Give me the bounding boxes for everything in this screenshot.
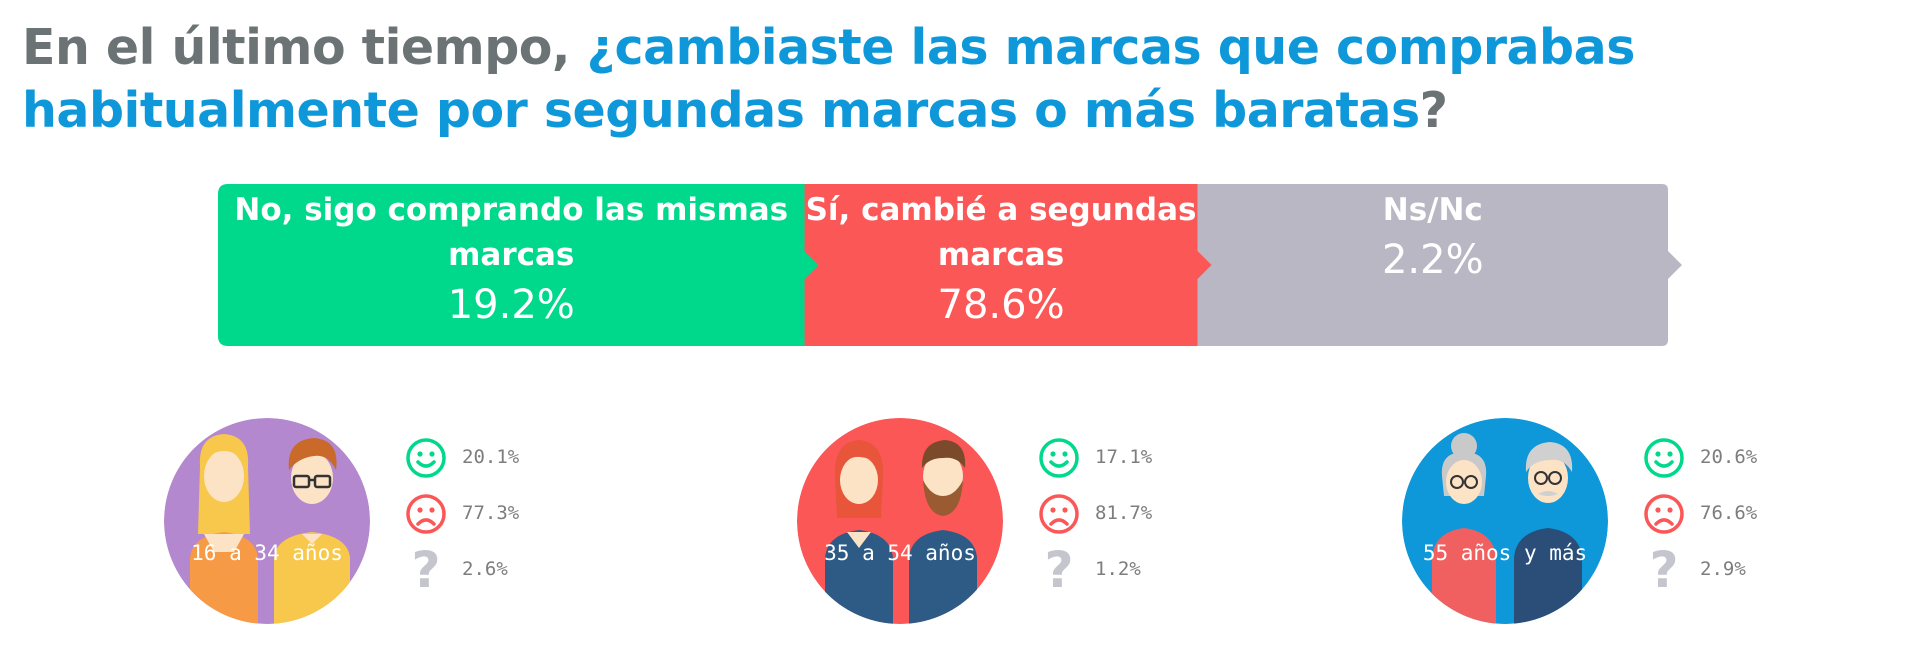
age-group-senior: 55 años y más 20.6% 76.6% ? 2.9% — [1402, 418, 1802, 628]
segment-label-si: Sí, cambié a segundas marcas — [805, 192, 1197, 273]
stacked-bar-chart: No, sigo comprando las mismas marcas 19.… — [218, 184, 1682, 346]
question-mark-icon: ? — [411, 541, 441, 599]
avatar-senior-people — [1402, 418, 1608, 624]
senior-people-icon — [1402, 418, 1608, 624]
segment-value-nsnc: 2.2% — [1381, 237, 1484, 283]
sad-face-icon — [406, 494, 446, 534]
stat-unknown-value: 1.2% — [1095, 558, 1141, 580]
sad-face-icon — [1039, 494, 1079, 534]
stat-happy-value: 20.1% — [462, 446, 520, 468]
avatar-young-people — [164, 418, 370, 624]
title-part-blue: ¿cambiaste las marcas que comprabas habi… — [22, 19, 1635, 139]
smiley-face-icon — [406, 438, 446, 478]
stat-sad-value: 77.3% — [462, 502, 520, 524]
question-mark-icon: ? — [1649, 541, 1679, 599]
stat-unknown-value: 2.6% — [462, 558, 508, 580]
stat-sad-value: 81.7% — [1095, 502, 1153, 524]
stat-sad-value: 76.6% — [1700, 502, 1758, 524]
segment-label-no: No, sigo comprando las mismas marcas — [234, 192, 789, 273]
bar-segment-si — [804, 184, 1212, 346]
segment-label-nsnc: Ns/Nc — [1382, 192, 1483, 228]
sad-face-icon — [1644, 494, 1684, 534]
stat-happy-value: 17.1% — [1095, 446, 1153, 468]
smiley-face-icon — [1644, 438, 1684, 478]
avatar-middle-people — [797, 418, 1003, 624]
bar-segment-nsnc — [1197, 184, 1682, 346]
title-part-gray: En el último tiempo, — [22, 19, 587, 76]
segment-text-nsnc: Ns/Nc 2.2% — [1198, 184, 1668, 346]
young-people-icon — [164, 418, 370, 624]
age-group-middle: 35 a 54 años 17.1% 81.7% ? 1.2% — [797, 418, 1197, 628]
stat-unknown-value: 2.9% — [1700, 558, 1746, 580]
page-title: En el último tiempo, ¿cambiaste las marc… — [22, 16, 1902, 142]
smiley-face-icon — [1039, 438, 1079, 478]
age-group-label: 35 a 54 años — [824, 541, 976, 565]
adult-people-icon — [797, 418, 1003, 624]
bar-segment-no — [218, 184, 819, 346]
age-group-label: 55 años y más — [1422, 541, 1588, 565]
segment-text-no: No, sigo comprando las mismas marcas 19.… — [218, 184, 805, 346]
age-group-young: 16 a 34 años 20.1% 77.3% ? 2.6% — [164, 418, 564, 628]
segment-text-si: Sí, cambié a segundas marcas 78.6% — [805, 184, 1198, 346]
segment-value-no: 19.2% — [447, 282, 575, 328]
age-group-label: 16 a 34 años — [191, 541, 343, 565]
segment-value-si: 78.6% — [937, 282, 1065, 328]
title-part-end: ? — [1419, 82, 1448, 139]
stacked-bar-svg — [218, 184, 1682, 346]
stat-happy-value: 20.6% — [1700, 446, 1758, 468]
question-mark-icon: ? — [1044, 541, 1074, 599]
